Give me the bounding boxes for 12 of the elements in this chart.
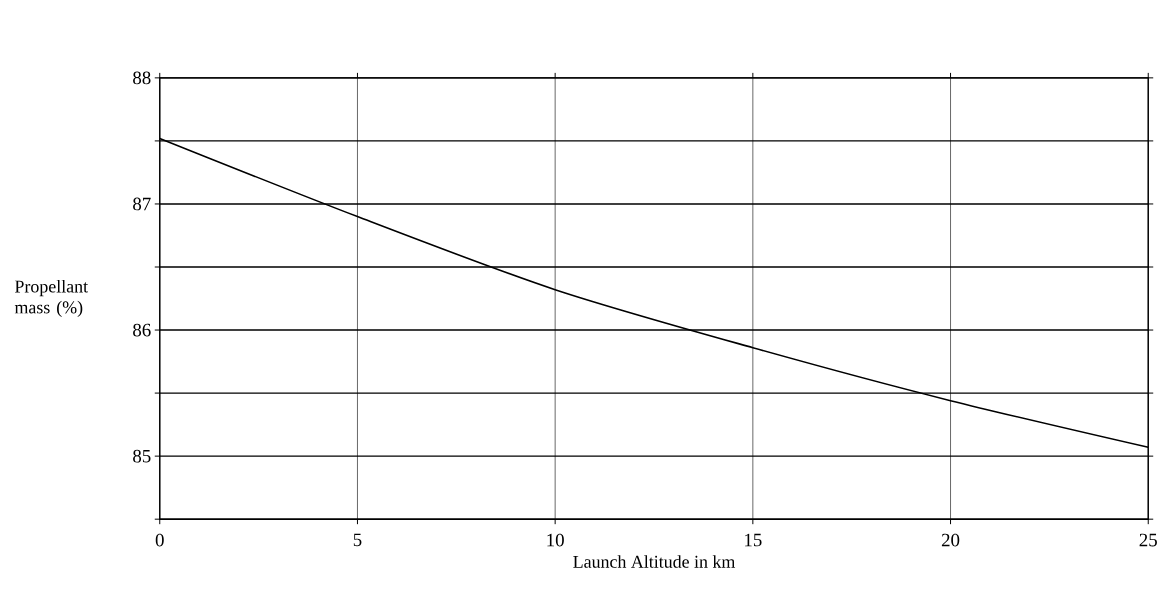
y-tick-label: 87 <box>133 197 151 211</box>
x-tick-label: 15 <box>745 533 762 547</box>
y-tick-label: 85 <box>133 449 151 463</box>
y-axis-title: Propellant mass (%) <box>14 279 88 318</box>
y-tick-label: 88 <box>133 71 151 85</box>
x-tick-label: 20 <box>941 533 960 547</box>
x-tick-label: 0 <box>155 533 164 547</box>
x-tick-label: 5 <box>353 533 362 547</box>
x-axis-title: Launch Altitude in km <box>573 555 736 568</box>
y-tick-label: 86 <box>133 323 151 337</box>
x-tick-label: 10 <box>547 533 564 547</box>
x-tick-label: 25 <box>1139 533 1157 547</box>
